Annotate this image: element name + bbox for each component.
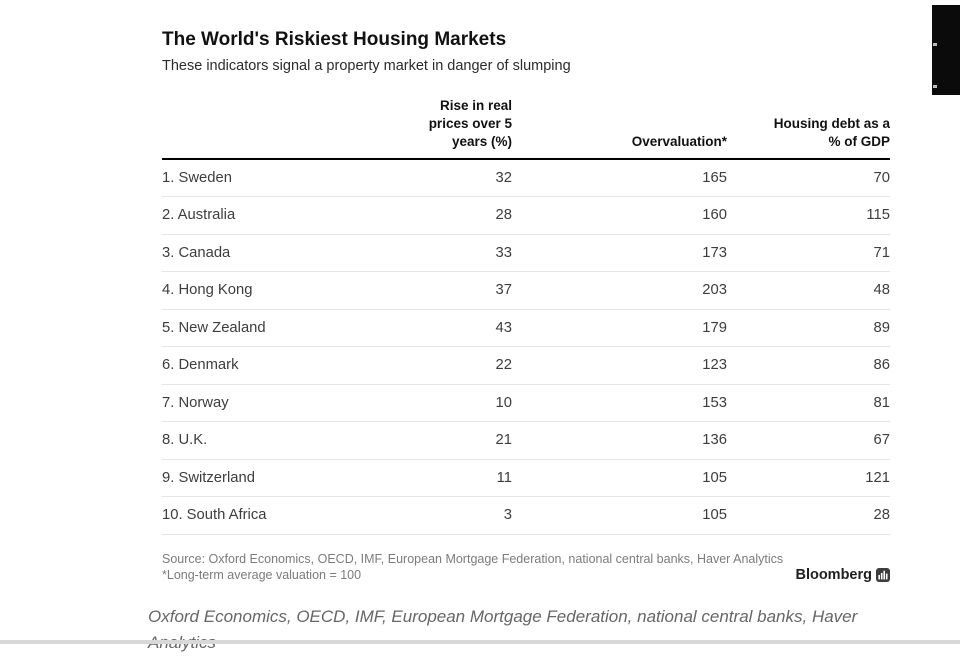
country-cell: 2. Australia	[162, 196, 352, 235]
country-cell: 4. Hong Kong	[162, 271, 352, 310]
chart-title: The World's Riskiest Housing Markets	[162, 29, 507, 50]
value-cell: 203	[512, 271, 727, 310]
column-header-price-rise: Rise in real prices over 5 years (%)	[352, 97, 512, 160]
value-cell: 71	[727, 234, 890, 272]
value-cell: 21	[352, 421, 512, 460]
column-header-country	[162, 97, 352, 160]
source-line: Source: Oxford Economics, OECD, IMF, Eur…	[162, 551, 784, 566]
value-cell: 22	[352, 346, 512, 385]
value-cell: 179	[512, 309, 727, 347]
value-cell: 70	[727, 159, 890, 197]
column-header-housing-debt: Housing debt as a % of GDP	[727, 97, 890, 160]
value-cell: 173	[512, 234, 727, 272]
value-cell: 3	[352, 496, 512, 535]
country-cell: 8. U.K.	[162, 421, 352, 460]
country-cell: 9. Switzerland	[162, 459, 352, 497]
table-row: 10. South Africa 3 105 28	[162, 496, 890, 535]
country-cell: 10. South Africa	[162, 496, 352, 535]
table-row: 7. Norway 10 153 81	[162, 384, 890, 422]
table-row: 6. Denmark 22 123 86	[162, 346, 890, 385]
article-credit-caption: Oxford Economics, OECD, IMF, European Mo…	[148, 607, 858, 652]
value-cell: 165	[512, 159, 727, 197]
table-row: 5. New Zealand 43 179 89	[162, 309, 890, 347]
value-cell: 32	[352, 159, 512, 197]
table-header: Rise in real prices over 5 years (%) Ove…	[162, 97, 890, 160]
footnote-text: *Long-term average valuation = 100	[162, 567, 362, 582]
table-row: 3. Canada 33 173 71	[162, 234, 890, 272]
table-row: 1. Sweden 32 165 70	[162, 159, 890, 197]
value-cell: 28	[727, 496, 890, 535]
value-cell: 115	[727, 196, 890, 235]
value-cell: 105	[512, 496, 727, 535]
chart-footer: Source: Oxford Economics, OECD, IMF, Eur…	[162, 551, 890, 583]
value-cell: 11	[352, 459, 512, 497]
value-cell: 48	[727, 271, 890, 310]
value-cell: 160	[512, 196, 727, 235]
value-cell: 67	[727, 421, 890, 460]
value-cell: 121	[727, 459, 890, 497]
bloomberg-terminal-icon	[876, 567, 890, 582]
value-cell: 33	[352, 234, 512, 272]
value-cell: 43	[352, 309, 512, 347]
country-cell: 6. Denmark	[162, 346, 352, 385]
table-body: 1. Sweden 32 165 70 2. Australia 28 160 115 3. C…	[162, 159, 890, 535]
column-header-overvaluation: Overvaluation*	[512, 97, 727, 160]
value-cell: 10	[352, 384, 512, 422]
value-cell: 123	[512, 346, 727, 385]
value-cell: 28	[352, 196, 512, 235]
value-cell: 136	[512, 421, 727, 460]
country-cell: 7. Norway	[162, 384, 352, 422]
value-cell: 105	[512, 459, 727, 497]
table-header-row: Rise in real prices over 5 years (%) Ove…	[162, 97, 890, 160]
value-cell: 81	[727, 384, 890, 422]
country-cell: 3. Canada	[162, 234, 352, 272]
bloomberg-wordmark: Bloomberg	[795, 566, 872, 583]
value-cell: 89	[727, 309, 890, 347]
riskiest-housing-markets-table: Rise in real prices over 5 years (%) Ove…	[162, 97, 890, 535]
country-cell: 1. Sweden	[162, 159, 352, 197]
value-cell: 153	[512, 384, 727, 422]
table-row: 4. Hong Kong 37 203 48	[162, 271, 890, 310]
bottom-divider-bar	[0, 640, 960, 644]
value-cell: 86	[727, 346, 890, 385]
table-row: 9. Switzerland 11 105 121	[162, 459, 890, 497]
table-row: 8. U.K. 21 136 67	[162, 421, 890, 460]
country-cell: 5. New Zealand	[162, 309, 352, 347]
table-row: 2. Australia 28 160 115	[162, 196, 890, 235]
footnote-row: *Long-term average valuation = 100 Bloom…	[162, 567, 890, 583]
cropped-black-panel	[932, 5, 960, 95]
value-cell: 37	[352, 271, 512, 310]
chart-subtitle: These indicators signal a property marke…	[162, 58, 571, 74]
bloomberg-brand: Bloomberg	[795, 567, 890, 583]
housing-markets-graphic: The World's Riskiest Housing Markets The…	[162, 28, 890, 583]
